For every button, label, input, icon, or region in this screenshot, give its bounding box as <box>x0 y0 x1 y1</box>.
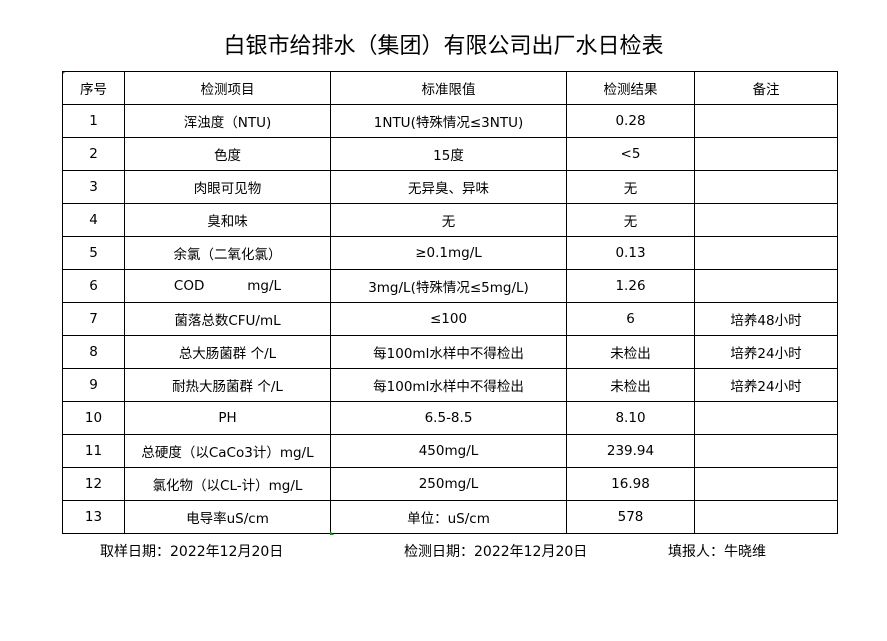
page-title: 白银市给排水（集团）有限公司出厂水日检表 <box>223 34 664 59</box>
table-row: 3 肉眼可见物 无异臭、异味无 <box>62 170 838 204</box>
table-cell: 4 <box>62 203 125 237</box>
table-cell: 色度 <box>124 137 331 171</box>
table-cell: 每100ml水样中不得检出 <box>330 335 567 369</box>
table-cell: 0.28 <box>566 104 695 138</box>
inspection-table: 序号 检测项目 标准限值 检测结果 备注 1 浑浊度（NTU) 1NTU(特殊情况≤… <box>62 71 838 534</box>
header-cell: 序号 <box>62 71 125 105</box>
table-cell: 无 <box>566 170 695 204</box>
table-row: 4 臭和味无无 <box>62 203 838 237</box>
table-cell <box>694 401 838 435</box>
table-cell: 15度 <box>330 137 567 171</box>
table-cell <box>694 137 838 171</box>
table-row: 5 余氯（二氧化氯） ≥0.1mg/L 0.13 <box>62 236 838 270</box>
table-cell: 总大肠菌群 个/L <box>124 335 331 369</box>
table-cell: 每100ml水样中不得检出 <box>330 368 567 402</box>
table-cell: 无异臭、异味 <box>330 170 567 204</box>
table-cell: 肉眼可见物 <box>124 170 331 204</box>
table-cell: 无 <box>566 203 695 237</box>
table-cell: 单位：uS/cm <box>330 500 567 534</box>
table-row: 1 浑浊度（NTU) 1NTU(特殊情况≤3NTU) 0.28 <box>62 104 838 138</box>
table-cell: 余氯（二氧化氯） <box>124 236 331 270</box>
table-row: 9 耐热大肠菌群 个/L 每100ml水样中不得检出 未检出 培养24小时 <box>62 368 838 402</box>
table-cell: 耐热大肠菌群 个/L <box>124 368 331 402</box>
table-cell: 6 <box>62 269 125 303</box>
table-cell: 菌落总数CFU/mL <box>124 302 331 336</box>
table-cell: 1.26 <box>566 269 695 303</box>
table-cell: 10 <box>62 401 125 435</box>
table-cell <box>694 104 838 138</box>
table-cell: 氯化物（以CL-计）mg/L <box>124 467 331 501</box>
table-cell <box>694 269 838 303</box>
cell-marker-icon <box>330 531 334 535</box>
header-cell: 标准限值 <box>330 71 567 105</box>
table-row: 11 总硬度（以CaCo3计）mg/L 450mg/L 239.94 <box>62 434 838 468</box>
table-cell: 6.5-8.5 <box>330 401 567 435</box>
table-cell: 2 <box>62 137 125 171</box>
reporter: 填报人：牛晓维 <box>668 544 766 560</box>
sample-date: 取样日期：2022年12月20日 <box>100 544 284 560</box>
table-row: 10 PH 6.5-8.5 8.10 <box>62 401 838 435</box>
table-cell: <5 <box>566 137 695 171</box>
table-cell: 13 <box>62 500 125 534</box>
table-cell: COD mg/L <box>124 269 331 303</box>
table-cell: 未检出 <box>566 368 695 402</box>
table-cell: ≥0.1mg/L <box>330 236 567 270</box>
table-cell: 9 <box>62 368 125 402</box>
test-date: 检测日期：2022年12月20日 <box>404 544 588 560</box>
table-row: 13 电导率uS/cm 单位：uS/cm 578 <box>62 500 838 534</box>
table-cell: 培养24小时 <box>694 335 838 369</box>
table-cell: 3 <box>62 170 125 204</box>
table-row: 6 COD mg/L 3mg/L(特殊情况≤5mg/L) 1.26 <box>62 269 838 303</box>
table-cell: 浑浊度（NTU) <box>124 104 331 138</box>
header-cell: 备注 <box>694 71 838 105</box>
table-row: 2 色度 15度 <5 <box>62 137 838 171</box>
header-cell: 检测结果 <box>566 71 695 105</box>
table-cell: 450mg/L <box>330 434 567 468</box>
table-cell: 12 <box>62 467 125 501</box>
table-cell <box>694 236 838 270</box>
table-cell: 8 <box>62 335 125 369</box>
table-cell: 250mg/L <box>330 467 567 501</box>
header-cell: 检测项目 <box>124 71 331 105</box>
table-row: 12 氯化物（以CL-计）mg/L 250mg/L 16.98 <box>62 467 838 501</box>
table-cell: ≤100 <box>330 302 567 336</box>
table-cell <box>694 467 838 501</box>
table-cell: 未检出 <box>566 335 695 369</box>
table-cell <box>694 170 838 204</box>
table-cell: 无 <box>330 203 567 237</box>
table-cell <box>694 500 838 534</box>
table-cell: 培养48小时 <box>694 302 838 336</box>
table-cell <box>694 434 838 468</box>
table-cell <box>694 203 838 237</box>
table-cell: 0.13 <box>566 236 695 270</box>
table-cell: 5 <box>62 236 125 270</box>
table-cell: 1NTU(特殊情况≤3NTU) <box>330 104 567 138</box>
table-row: 8 总大肠菌群 个/L 每100ml水样中不得检出 未检出 培养24小时 <box>62 335 838 369</box>
table-cell: 239.94 <box>566 434 695 468</box>
table-cell: 6 <box>566 302 695 336</box>
table-cell: 578 <box>566 500 695 534</box>
table-cell: 16.98 <box>566 467 695 501</box>
table-cell: PH <box>124 401 331 435</box>
table-header: 序号 检测项目 标准限值 检测结果 备注 <box>62 71 838 105</box>
table-cell: 臭和味 <box>124 203 331 237</box>
table-cell: 1 <box>62 104 125 138</box>
table-cell: 总硬度（以CaCo3计）mg/L <box>124 434 331 468</box>
table-cell: 11 <box>62 434 125 468</box>
table-cell: 8.10 <box>566 401 695 435</box>
table-cell: 7 <box>62 302 125 336</box>
table-cell: 电导率uS/cm <box>124 500 331 534</box>
table-cell: 3mg/L(特殊情况≤5mg/L) <box>330 269 567 303</box>
table-cell: 培养24小时 <box>694 368 838 402</box>
table-row: 7 菌落总数CFU/mL ≤100 6 培养48小时 <box>62 302 838 336</box>
